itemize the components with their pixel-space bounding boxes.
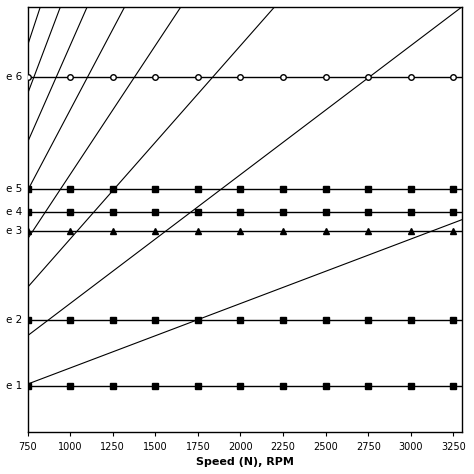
Text: e 5: e 5 [6,184,22,194]
X-axis label: Speed (N), RPM: Speed (N), RPM [196,457,293,467]
Text: e 3: e 3 [6,226,22,237]
Text: e 6: e 6 [6,72,22,82]
Text: e 4: e 4 [6,207,22,217]
Text: e 1: e 1 [6,381,22,391]
Text: e 2: e 2 [6,315,22,325]
